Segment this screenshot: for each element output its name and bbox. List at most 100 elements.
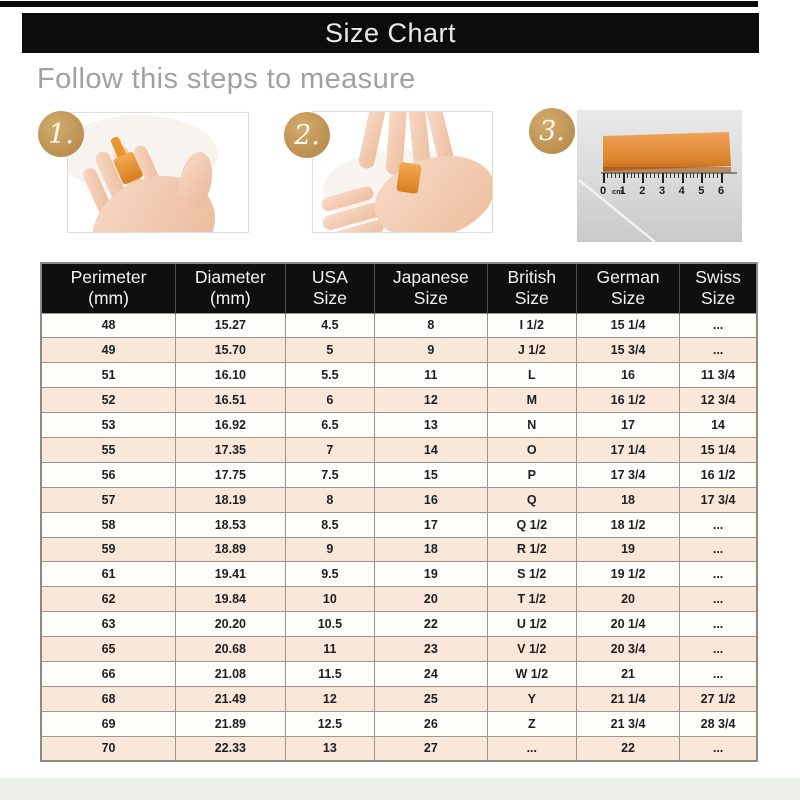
table-cell: 22.33 <box>175 735 286 762</box>
table-row: 53 16.92 6.5 13 N 17 14 <box>40 412 758 438</box>
table-cell: 59 <box>40 536 177 563</box>
table-cell: Q 1/2 <box>486 511 578 538</box>
step-3-photo-ruler-icon: 0 1 2 3 4 5 6 cm <box>577 110 742 242</box>
table-cell: 57 <box>40 486 177 513</box>
table-cell: 17 3/4 <box>679 486 758 513</box>
table-cell: ... <box>679 636 758 662</box>
ruler-tick-label: 5 <box>698 185 705 197</box>
column-header-swiss: Swiss Size <box>679 263 757 313</box>
table-cell: 16 <box>576 362 681 389</box>
table-cell: 15 1/4 <box>576 312 681 339</box>
ruler-minor-tick <box>646 173 648 178</box>
table-row: 63 20.20 10.5 22 U 1/2 20 1/4... <box>40 611 758 638</box>
table-row: 55 17.35 7 14 O 17 1/4 15 1/4 <box>40 436 758 463</box>
table-cell: 51 <box>40 362 177 389</box>
table-cell: 26 <box>374 710 488 737</box>
step-3-badge: 3. <box>529 108 575 154</box>
table-cell: 20.20 <box>175 611 286 638</box>
ruler-major-tick <box>721 173 723 183</box>
table-cell: ... <box>486 735 578 762</box>
table-cell: 21 <box>576 660 681 687</box>
table-cell: 48 <box>40 312 177 339</box>
table-cell: 19 <box>576 536 681 563</box>
table-cell: 62 <box>40 586 177 613</box>
table-cell: Z <box>486 710 578 737</box>
ruler-minor-tick <box>693 173 695 178</box>
table-cell: 11 3/4 <box>679 362 758 389</box>
table-cell: S 1/2 <box>486 561 578 588</box>
ruler-unit-label: cm <box>612 187 623 196</box>
table-cell: 16.51 <box>175 387 286 414</box>
table-row: 70 22.33 13 27... 22... <box>40 735 758 762</box>
size-table-body: 48 15.27 4.5 8 I 1/2 15 1/4... 49 15.70 5 9 J 1/2 1… <box>40 312 758 762</box>
table-cell: 19.41 <box>175 561 286 588</box>
table-cell: 22 <box>374 611 488 638</box>
table-row: 65 20.68 11 23 V 1/2 20 3/4... <box>40 636 758 662</box>
table-cell: 6 <box>284 387 376 414</box>
table-cell: 23 <box>374 636 488 662</box>
table-cell: 15.70 <box>175 337 286 364</box>
title-bar: Size Chart <box>22 13 759 53</box>
column-header-british: British Size <box>486 263 577 313</box>
table-cell: 15.27 <box>175 312 286 339</box>
table-row: 66 21.08 11.5 24 W 1/2 21... <box>40 660 758 687</box>
table-cell: 16.92 <box>175 412 286 438</box>
table-cell: 17 <box>374 511 488 538</box>
table-cell: ... <box>679 586 758 613</box>
table-cell: 58 <box>40 511 177 538</box>
table-cell: 24 <box>374 660 488 687</box>
ruler-scale: 0 1 2 3 4 5 6 cm <box>599 173 724 228</box>
ruler-major-tick <box>622 173 625 183</box>
ruler-minor-tick <box>669 173 671 178</box>
size-table-header-row: Perimeter (mm) Diameter (mm) USA Size Japanese… <box>41 263 757 313</box>
table-cell: 61 <box>40 561 177 588</box>
table-cell: 13 <box>284 735 376 762</box>
ruler-tick-label: 0 <box>599 185 607 197</box>
ruler-minor-tick <box>638 173 640 178</box>
table-cell: 9 <box>374 337 488 364</box>
table-cell: Q <box>486 486 578 513</box>
table-cell: 16 1/2 <box>576 387 681 414</box>
table-cell: 20.68 <box>175 636 286 662</box>
table-cell: 18.19 <box>175 486 286 513</box>
table-row: 59 18.89 9 18 R 1/2 19... <box>40 536 758 563</box>
table-cell: 18 <box>576 486 681 513</box>
table-cell: 18 <box>374 536 488 563</box>
table-cell: 17.35 <box>175 436 286 463</box>
table-cell: 15 <box>374 461 488 488</box>
table-row: 62 19.84 10 20 T 1/2 20... <box>40 586 758 613</box>
table-cell: ... <box>679 735 758 762</box>
table-cell: 21.08 <box>175 660 286 687</box>
column-header-usa: USA Size <box>284 263 375 313</box>
table-cell: 9 <box>284 536 376 563</box>
ruler-minor-tick <box>713 173 715 178</box>
table-cell: 4.5 <box>284 312 376 339</box>
table-cell: 56 <box>40 461 177 488</box>
column-header-diameter: Diameter (mm) <box>175 263 286 313</box>
table-cell: 21.49 <box>175 685 286 712</box>
table-cell: 20 <box>576 586 681 613</box>
ruler-tick-label: 1 <box>619 185 626 197</box>
table-row: 49 15.70 5 9 J 1/2 15 3/4... <box>40 337 758 364</box>
step-2-photo-marking-strip-icon <box>313 112 492 232</box>
table-row: 61 19.41 9.5 19 S 1/2 19 1/2... <box>40 561 758 588</box>
table-cell: 18.53 <box>175 511 286 538</box>
table-cell: 27 1/2 <box>679 685 758 712</box>
step-figure-3: 3. 0 1 2 3 4 5 6 cm <box>529 108 742 242</box>
ruler-minor-tick <box>654 173 656 178</box>
ruler-minor-tick <box>610 173 612 178</box>
page-title: Size Chart <box>324 17 457 48</box>
table-cell: 19 1/2 <box>576 561 681 588</box>
table-cell: 14 <box>679 412 758 438</box>
ruler-minor-tick <box>606 173 608 178</box>
table-cell: R 1/2 <box>486 536 578 563</box>
table-cell: 13 <box>374 412 488 438</box>
table-cell: M <box>486 387 578 414</box>
table-row: 68 21.49 12 25 Y 21 1/4 27 1/2 <box>40 685 758 712</box>
ruler-minor-tick <box>658 173 660 178</box>
table-cell: 53 <box>40 412 177 438</box>
ruler-major-tick <box>681 173 684 183</box>
ruler-minor-tick <box>705 173 707 178</box>
table-cell: V 1/2 <box>486 636 578 662</box>
table-cell: T 1/2 <box>486 586 578 613</box>
